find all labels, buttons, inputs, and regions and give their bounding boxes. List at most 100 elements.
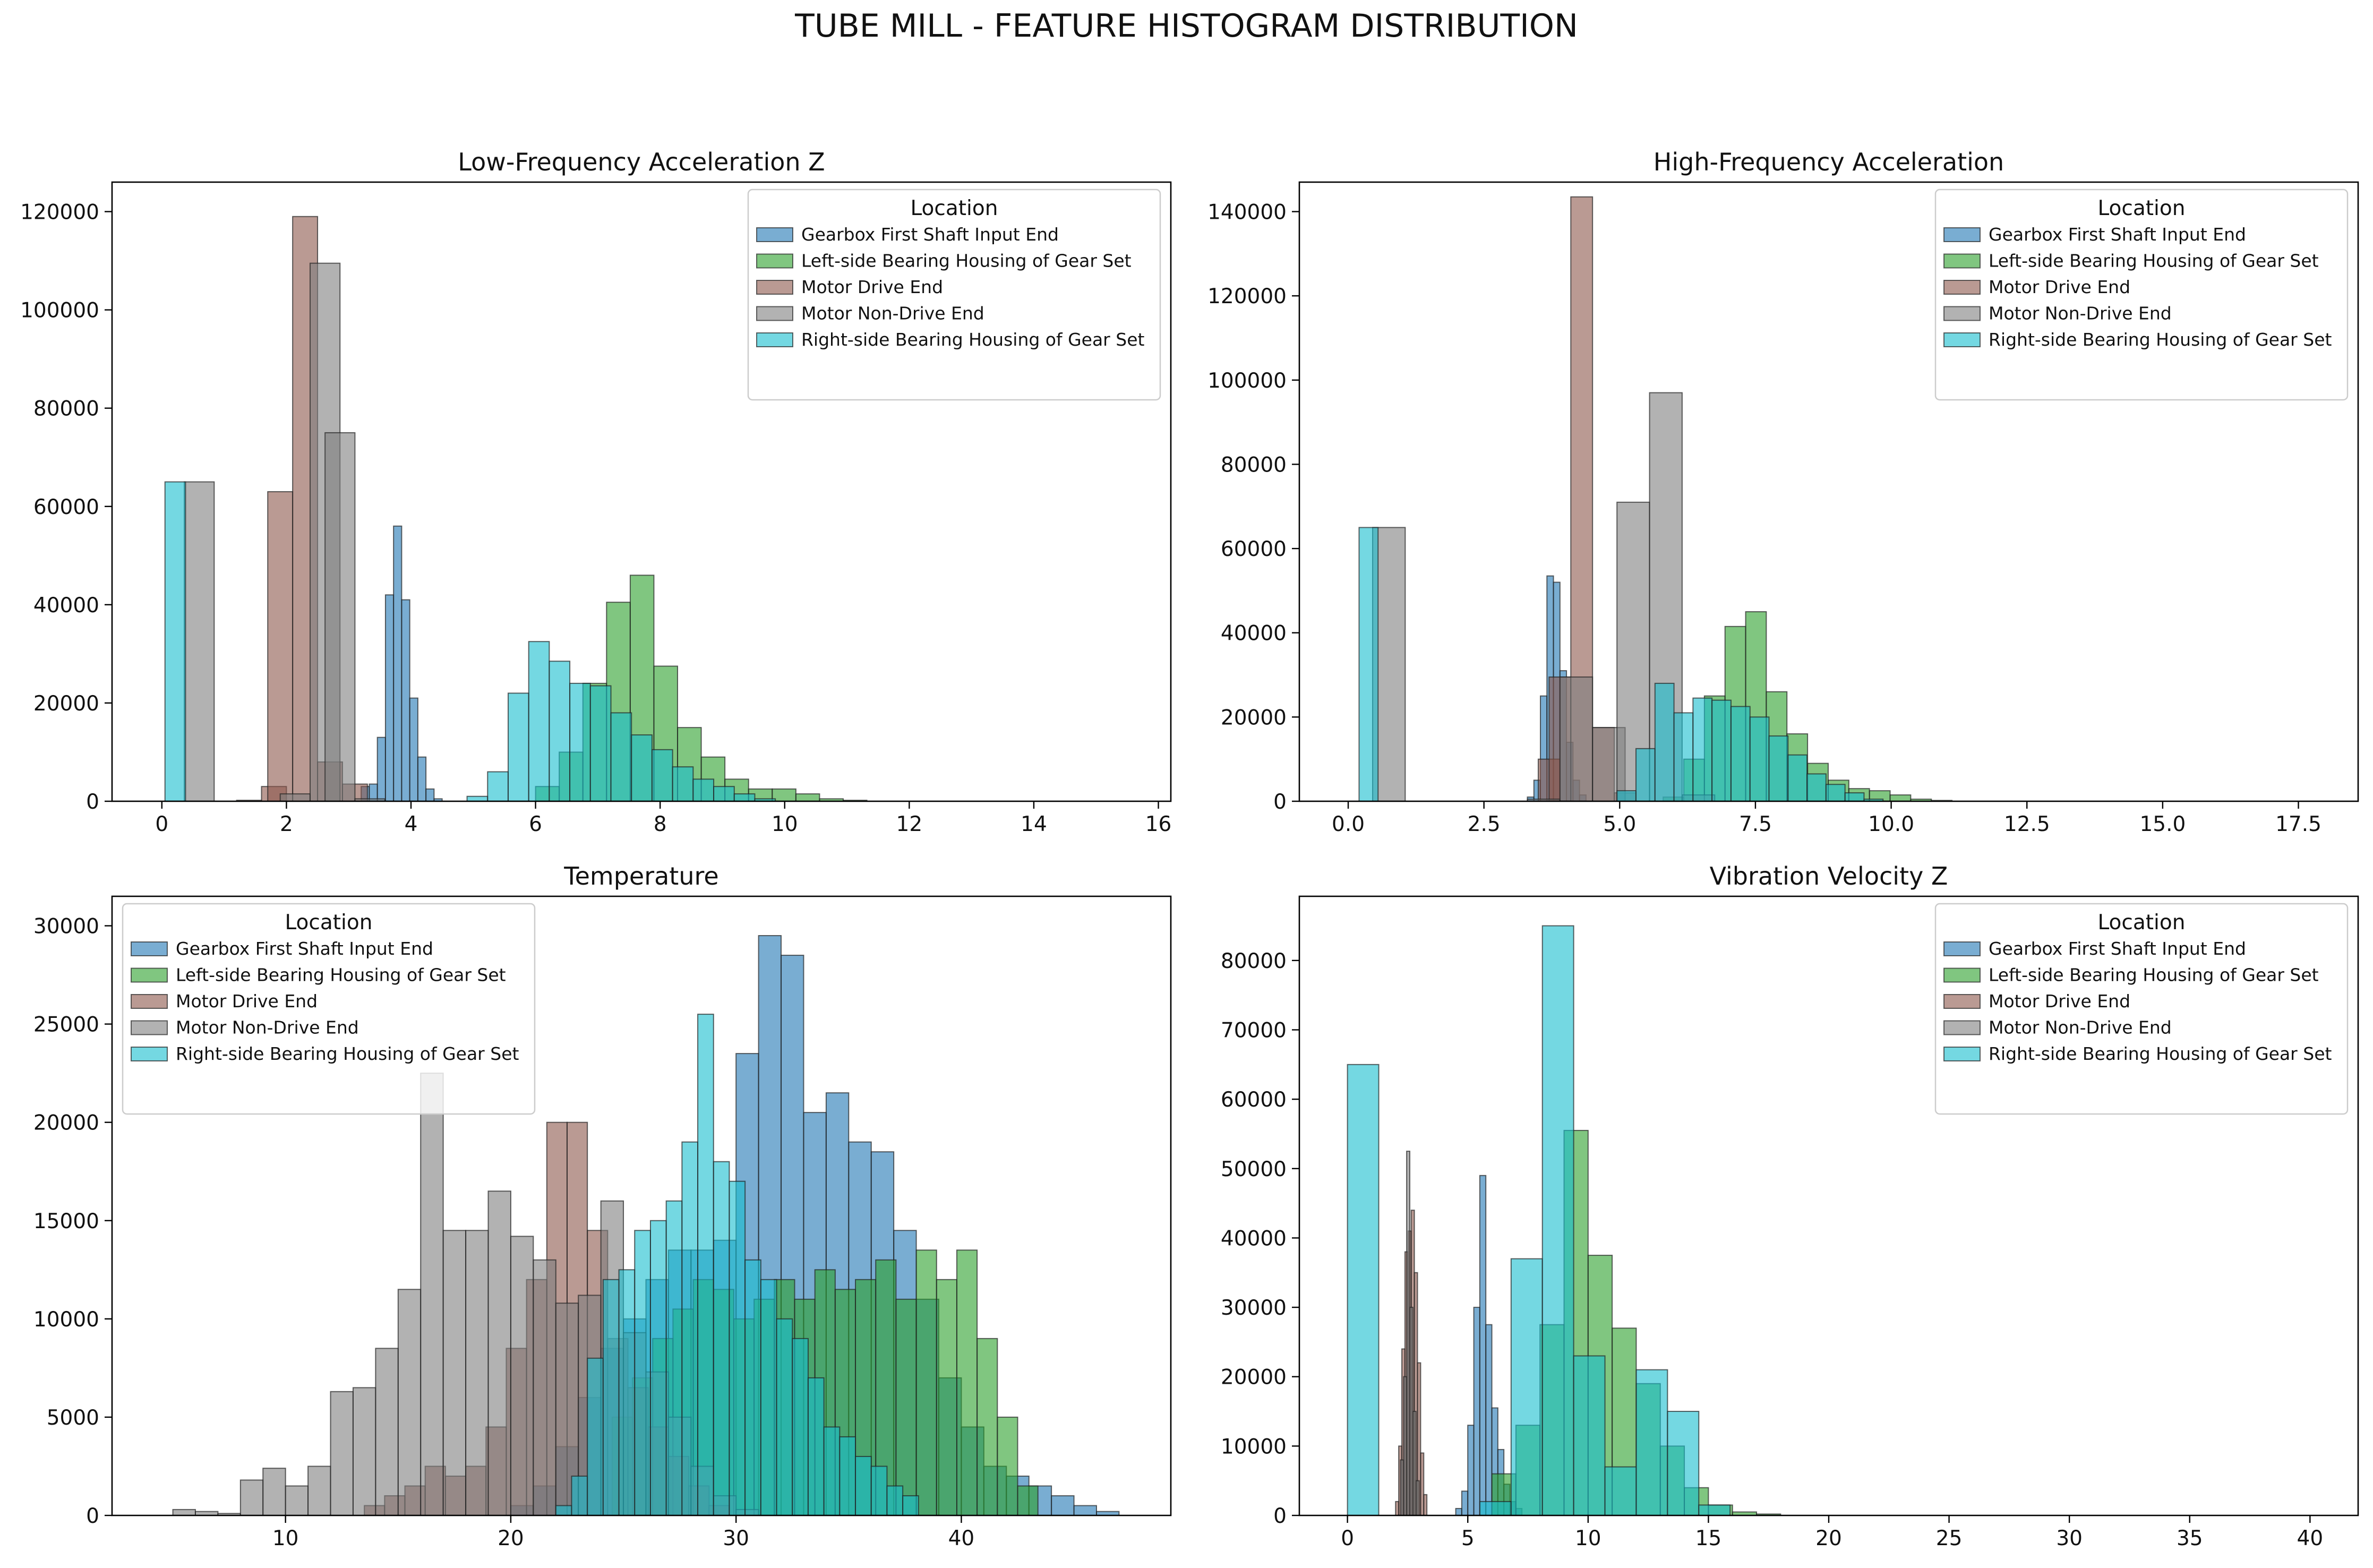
histogram-bar — [1692, 697, 1713, 802]
legend-entry: Left-side Bearing Housing of Gear Set — [176, 965, 506, 986]
y-tick-label: 80000 — [33, 397, 99, 421]
legend-entry: Gearbox First Shaft Input End — [801, 224, 1059, 245]
x-tick-label: 40 — [2297, 1527, 2324, 1550]
histogram-bar — [393, 525, 402, 802]
histogram-bar — [1415, 1480, 1420, 1516]
axes-frame — [111, 895, 1172, 1516]
y-tick-label: 50000 — [1221, 1158, 1287, 1181]
x-tick-label: 40 — [948, 1527, 975, 1550]
histogram-bar — [409, 697, 418, 802]
legend-swatch — [1943, 1020, 1981, 1035]
histogram-bar — [1559, 676, 1594, 802]
legend-swatch — [756, 332, 793, 347]
x-tick-label: 8 — [654, 812, 667, 836]
legend: Location Gearbox First Shaft Input End Lef… — [747, 188, 1161, 401]
histogram-bar — [936, 1279, 957, 1516]
histogram-bar — [285, 1485, 309, 1516]
figure-title: TUBE MILL - FEATURE HISTOGRAM DISTRIBUTI… — [795, 7, 1578, 45]
legend-title: Location — [2098, 911, 2186, 935]
histogram-bar — [1473, 1307, 1480, 1516]
legend: Location Gearbox First Shaft Input End Lef… — [1934, 188, 2349, 401]
histogram-bar — [634, 1230, 651, 1516]
histogram-bar — [425, 788, 435, 802]
x-tick-label: 7.5 — [1739, 812, 1772, 836]
legend-swatch — [756, 227, 793, 242]
y-tick-label: 40000 — [1221, 622, 1287, 646]
histogram-bar — [1654, 682, 1675, 802]
legend-entry: Motor Non-Drive End — [176, 1017, 359, 1038]
subplot-title: High-Frequency Acceleration — [1654, 148, 2004, 176]
histogram-bar — [760, 1279, 777, 1516]
legend: Location Gearbox First Shaft Input End Lef… — [1934, 903, 2349, 1115]
histogram-bar — [262, 1468, 286, 1516]
histogram-bar — [184, 481, 215, 802]
legend-swatch — [1943, 1047, 1981, 1061]
histogram-bar — [1358, 527, 1379, 802]
histogram-bar — [1347, 1064, 1380, 1516]
legend-swatch — [131, 941, 168, 956]
histogram-bar — [895, 1298, 917, 1516]
x-tick-label: 12 — [896, 812, 923, 836]
histogram-bar — [692, 778, 715, 802]
legend-swatch — [1943, 227, 1981, 242]
histogram-bar — [555, 1505, 572, 1516]
legend-entry: Motor Drive End — [801, 277, 943, 297]
histogram-bar — [733, 793, 756, 802]
x-tick-label: 30 — [2056, 1527, 2083, 1550]
x-tick-label: 0.0 — [1332, 812, 1365, 836]
histogram-bar — [713, 1161, 730, 1516]
axes-frame — [1298, 181, 2359, 802]
histogram-bar — [589, 685, 612, 802]
histogram-bar — [1051, 1495, 1075, 1516]
legend-swatch — [1943, 994, 1981, 1009]
histogram-bar — [681, 1141, 699, 1516]
x-tick-label: 12.5 — [2004, 812, 2050, 836]
histogram-bar — [533, 1259, 556, 1516]
legend: Location Gearbox First Shaft Input End Lef… — [122, 903, 536, 1115]
legend-swatch — [131, 967, 168, 983]
legend-swatch — [756, 253, 793, 269]
histogram-bar — [902, 1495, 919, 1516]
histogram-bar — [1510, 1258, 1543, 1516]
histogram-bar — [279, 793, 311, 802]
histogram-bar — [307, 1466, 331, 1516]
histogram-bar — [442, 1230, 467, 1516]
histogram-bar — [528, 641, 550, 802]
histogram-bar — [1889, 794, 1912, 802]
y-tick-label: 40000 — [1221, 1227, 1287, 1250]
x-tick-label: 0 — [1341, 1527, 1354, 1550]
x-tick-label: 16 — [1145, 812, 1172, 836]
histogram-bar — [1423, 1494, 1428, 1516]
histogram-bar — [1479, 1175, 1487, 1516]
histogram-bar — [487, 771, 509, 802]
histogram-bar — [1825, 784, 1846, 802]
x-tick-label: 6 — [529, 812, 542, 836]
histogram-bar — [776, 1318, 793, 1516]
x-tick-label: 15.0 — [2139, 812, 2186, 836]
legend-entry: Left-side Bearing Housing of Gear Set — [1989, 251, 2319, 271]
histogram-bar — [792, 1338, 809, 1516]
histogram-bar — [1573, 1355, 1606, 1516]
histogram-bar — [487, 1190, 511, 1516]
histogram-bar — [417, 756, 427, 802]
histogram-bar — [1635, 748, 1656, 802]
y-tick-label: 70000 — [1221, 1018, 1287, 1042]
legend-entry: Motor Drive End — [176, 991, 318, 1012]
y-tick-label: 80000 — [1221, 949, 1287, 973]
histogram-bar — [1467, 1425, 1475, 1516]
y-tick-label: 20000 — [33, 1111, 99, 1135]
y-tick-label: 10000 — [33, 1308, 99, 1332]
y-tick-label: 60000 — [33, 495, 99, 519]
series-motor-non-drive-end — [1400, 1151, 1420, 1516]
legend-swatch — [131, 1047, 168, 1061]
legend-title: Location — [285, 911, 373, 935]
series-motor-non-drive-end — [184, 262, 385, 802]
histogram-bar — [466, 795, 489, 802]
series-right-side-bearing-housing-of-gear-set — [1358, 527, 1884, 802]
legend-box — [1934, 903, 2349, 1115]
histogram-bar — [507, 692, 529, 802]
histogram-bar — [839, 1436, 856, 1516]
y-tick-label: 10000 — [1221, 1435, 1287, 1459]
x-tick-label: 20 — [1815, 1527, 1842, 1550]
subplot-temperature: Temperature 10 20 30 40 0 5000 10000 15000 20000 2… — [33, 862, 1172, 1550]
